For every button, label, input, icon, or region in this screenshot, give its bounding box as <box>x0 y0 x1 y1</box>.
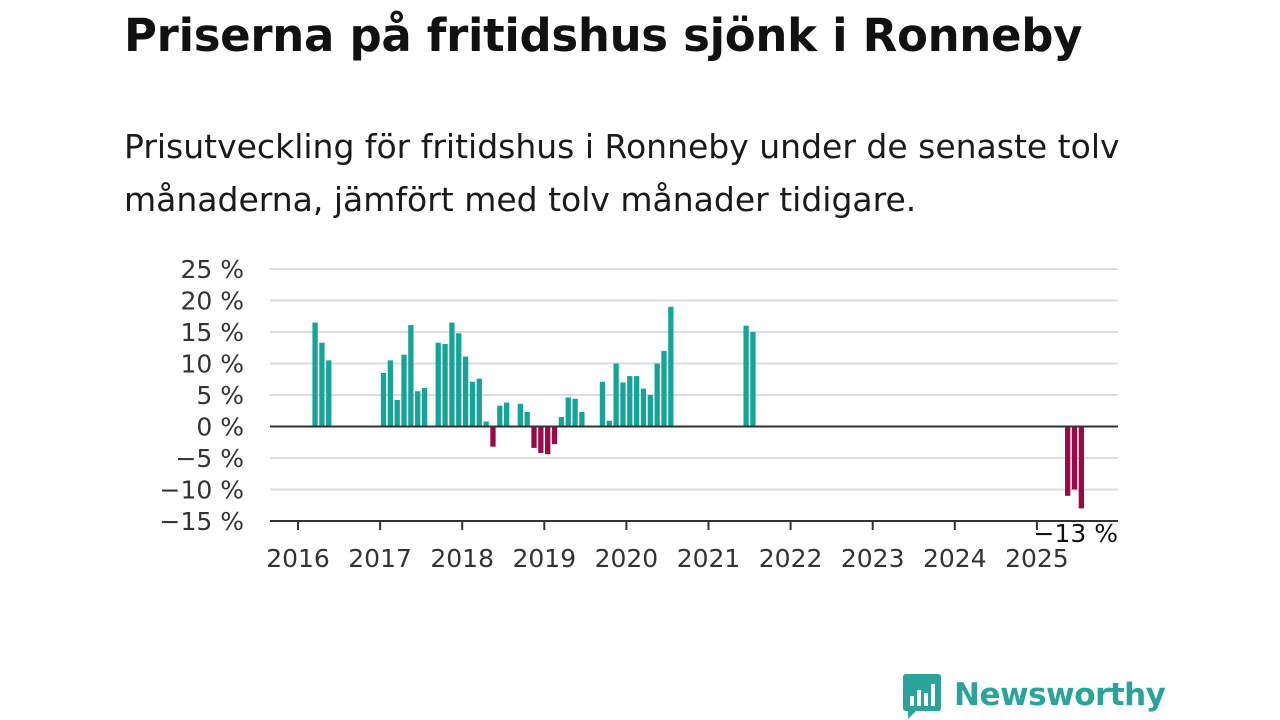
bar-positive <box>319 342 325 427</box>
bar-positive <box>462 356 469 427</box>
bar-positive <box>476 378 482 427</box>
bar-negative <box>490 426 496 447</box>
bars <box>312 306 1084 509</box>
bar-negative <box>545 426 551 455</box>
x-tick-label: 2023 <box>841 544 905 573</box>
bar-positive <box>524 412 530 427</box>
chart-subtitle: Prisutveckling för fritidshus i Ronneby … <box>124 127 1120 219</box>
x-tick-label: 2020 <box>595 544 659 573</box>
bar-positive <box>750 332 756 427</box>
bar-positive <box>633 376 640 427</box>
bar-positive <box>456 333 462 427</box>
bar-positive <box>668 306 674 427</box>
y-tick-label: −10 % <box>160 476 244 505</box>
bar-negative <box>531 426 537 448</box>
bar-positive <box>517 403 523 427</box>
bar-positive <box>449 322 455 427</box>
bar-positive <box>380 372 387 427</box>
x-tick-label: 2022 <box>759 544 823 573</box>
bar-positive <box>654 363 660 427</box>
y-tick-label: 10 % <box>180 350 244 379</box>
bar-positive <box>421 388 428 427</box>
bar-negative <box>551 426 558 445</box>
y-tick-label: 20 % <box>180 287 244 316</box>
bar-positive <box>394 400 400 427</box>
bar-negative <box>1078 426 1084 509</box>
x-tick-label: 2025 <box>1005 544 1069 573</box>
y-tick-label: −15 % <box>160 507 244 536</box>
bar-chart-speech-bubble-icon <box>903 674 941 719</box>
labels: 25 % 20 %15 % 10 %5 % 0 %−5 % −10 %−15 % 2016… <box>160 255 1120 573</box>
bar-positive <box>483 421 489 427</box>
bar-positive <box>435 342 441 427</box>
gridlines <box>270 268 1118 491</box>
axes <box>270 425 1118 530</box>
bar-positive <box>647 395 653 427</box>
x-tick-label: 2021 <box>677 544 741 573</box>
bar-positive <box>312 322 318 427</box>
bar-positive <box>661 350 667 427</box>
bar-positive <box>408 325 414 427</box>
bar-positive <box>640 388 647 427</box>
brand-name: Newsworthy <box>954 677 1166 713</box>
bar-positive <box>572 398 578 427</box>
y-tick-label: −5 % <box>175 444 244 473</box>
bar-positive <box>606 420 612 427</box>
bar-positive <box>558 417 565 427</box>
bar-positive <box>415 391 421 427</box>
y-tick-label: 0 % <box>196 413 244 442</box>
x-tick-label: 2016 <box>266 544 330 573</box>
y-tick-label: 15 % <box>180 318 244 347</box>
bar-positive <box>599 381 606 427</box>
bar-positive <box>620 382 626 427</box>
bar-positive <box>469 381 476 427</box>
bar-positive <box>387 360 393 427</box>
newsworthy-logo: Newsworthy <box>902 670 1166 720</box>
bar-positive <box>627 376 633 427</box>
y-tick-label: 25 % <box>180 255 244 284</box>
chart-title: Priserna på fritidshus sjönk i Ronneby <box>124 9 1083 62</box>
bar-negative <box>538 426 544 453</box>
bar-negative <box>1065 426 1071 496</box>
bar-positive <box>565 397 571 427</box>
bar-positive <box>579 412 585 427</box>
bar-positive <box>401 354 407 427</box>
bar-positive <box>743 325 749 427</box>
bar-positive <box>442 343 448 427</box>
x-tick-label: 2024 <box>923 544 987 573</box>
bar-positive <box>504 402 510 427</box>
bar-positive <box>326 360 332 427</box>
x-tick-label: 2019 <box>512 544 576 573</box>
bar-positive <box>613 363 619 427</box>
bar-positive <box>497 405 503 427</box>
last-value-annotation: −13 % <box>1034 519 1118 548</box>
bar-negative <box>1071 426 1078 490</box>
x-tick-label: 2018 <box>430 544 494 573</box>
x-tick-label: 2017 <box>348 544 412 573</box>
y-tick-label: 5 % <box>196 381 244 410</box>
